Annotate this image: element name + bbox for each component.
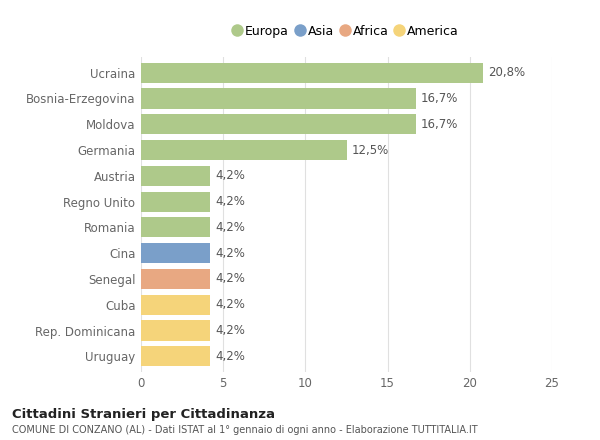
Text: 4,2%: 4,2% (215, 195, 245, 208)
Bar (141, 269, 210, 289)
Text: 4,2%: 4,2% (215, 298, 245, 311)
Bar (141, 191, 210, 212)
Text: 4,2%: 4,2% (215, 221, 245, 234)
Text: 12,5%: 12,5% (352, 143, 389, 157)
Text: 4,2%: 4,2% (215, 324, 245, 337)
Bar (141, 217, 210, 238)
Bar (141, 295, 210, 315)
Text: 4,2%: 4,2% (215, 272, 245, 286)
Text: 20,8%: 20,8% (488, 66, 525, 79)
Bar (141, 166, 210, 186)
Text: 16,7%: 16,7% (421, 118, 458, 131)
Bar (141, 140, 347, 160)
Bar (141, 320, 210, 341)
Bar (141, 88, 416, 109)
Text: 4,2%: 4,2% (215, 247, 245, 260)
Bar (141, 346, 210, 367)
Text: 16,7%: 16,7% (421, 92, 458, 105)
Text: 4,2%: 4,2% (215, 350, 245, 363)
Bar (141, 62, 483, 83)
Text: 4,2%: 4,2% (215, 169, 245, 182)
Text: COMUNE DI CONZANO (AL) - Dati ISTAT al 1° gennaio di ogni anno - Elaborazione TU: COMUNE DI CONZANO (AL) - Dati ISTAT al 1… (12, 425, 478, 436)
Text: Cittadini Stranieri per Cittadinanza: Cittadini Stranieri per Cittadinanza (12, 408, 275, 422)
Bar (141, 114, 416, 134)
Legend: Europa, Asia, Africa, America: Europa, Asia, Africa, America (232, 22, 461, 40)
Bar (141, 243, 210, 263)
